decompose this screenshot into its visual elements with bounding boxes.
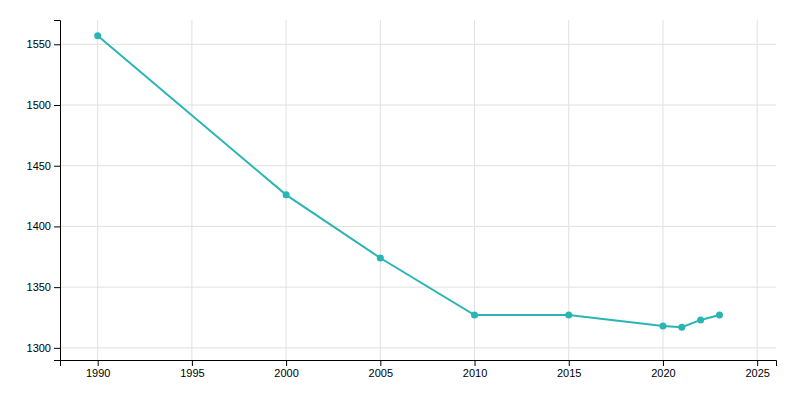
- point: [659, 323, 666, 330]
- y-tick: 1500: [27, 99, 60, 111]
- line: [98, 36, 720, 327]
- x-tick-mark: [380, 360, 381, 366]
- y-tick: 1350: [27, 281, 60, 293]
- x-tick-label: 2025: [745, 367, 769, 379]
- x-tick-mark: [569, 360, 570, 366]
- y-tick: 1300: [27, 342, 60, 354]
- grid-line-x: [474, 20, 475, 360]
- x-tick-mark: [663, 360, 664, 366]
- x-tick-label: 1995: [180, 367, 204, 379]
- point: [377, 255, 384, 262]
- x-tick-label: 2005: [369, 367, 393, 379]
- point: [716, 312, 723, 319]
- chart: 1990 1995 2000 2005 2010 2015 2020 2025 1300 1350…: [0, 0, 800, 400]
- y-tick-label: 1300: [27, 342, 51, 354]
- grid: [60, 20, 776, 360]
- grid-line-y: [60, 105, 776, 106]
- grid-line-x: [286, 20, 287, 360]
- x-tick-mark: [757, 360, 758, 366]
- grid-line-x: [380, 20, 381, 360]
- x-tick-mark: [475, 360, 476, 366]
- grid-line-y: [60, 287, 776, 288]
- marks: [94, 32, 723, 330]
- point: [471, 312, 478, 319]
- x-tick-mark: [286, 360, 287, 366]
- grid-line-x: [568, 20, 569, 360]
- x-tick: 1990: [86, 360, 110, 379]
- x-tick-label: 2015: [557, 367, 581, 379]
- grid-line-y: [60, 226, 776, 227]
- grid-line-x: [757, 20, 758, 360]
- x-tick-label: 2010: [463, 367, 487, 379]
- x-tick-mark: [192, 360, 193, 366]
- x-tick: 1995: [180, 360, 204, 379]
- y-tick-mark: [54, 226, 60, 227]
- point: [283, 191, 290, 198]
- grid-line-x: [97, 20, 98, 360]
- y-tick: 1450: [27, 160, 60, 172]
- y-tick: 1400: [27, 220, 60, 232]
- x-tick-mark: [98, 360, 99, 366]
- y-tick-label: 1350: [27, 281, 51, 293]
- x-tick: 2000: [274, 360, 298, 379]
- y-tick-mark: [54, 44, 60, 45]
- y-tick-label: 1500: [27, 99, 51, 111]
- y-tick-mark: [54, 287, 60, 288]
- plot: 1990 1995 2000 2005 2010 2015 2020 2025 1300 1350…: [27, 20, 777, 379]
- x-tick: 2010: [463, 360, 487, 379]
- point: [565, 312, 572, 319]
- y-axis: 1300 1350 1400 1450 1500 1550: [27, 21, 61, 361]
- y-tick-label: 1450: [27, 160, 51, 172]
- y-tick-mark: [54, 166, 60, 167]
- grid-line-y: [60, 347, 776, 348]
- point: [94, 32, 101, 39]
- x-tick: 2025: [745, 360, 769, 379]
- x-tick: 2005: [369, 360, 393, 379]
- x-axis-line: [61, 361, 777, 367]
- grid-line-y: [60, 165, 776, 166]
- point: [697, 316, 704, 323]
- x-tick: 2020: [651, 360, 675, 379]
- x-axis: 1990 1995 2000 2005 2010 2015 2020 2025: [61, 360, 777, 379]
- x-tick-label: 2020: [651, 367, 675, 379]
- y-tick: 1550: [27, 38, 60, 50]
- y-tick-mark: [54, 348, 60, 349]
- grid-line-y: [60, 44, 776, 45]
- y-tick-mark: [54, 105, 60, 106]
- y-tick-label: 1400: [27, 220, 51, 232]
- x-tick: 2015: [557, 360, 581, 379]
- grid-line-x: [191, 20, 192, 360]
- y-tick-label: 1550: [27, 38, 51, 50]
- x-tick-label: 2000: [274, 367, 298, 379]
- x-tick-label: 1990: [86, 367, 110, 379]
- grid-line-x: [662, 20, 663, 360]
- point: [678, 324, 685, 331]
- y-axis-line: [54, 21, 61, 361]
